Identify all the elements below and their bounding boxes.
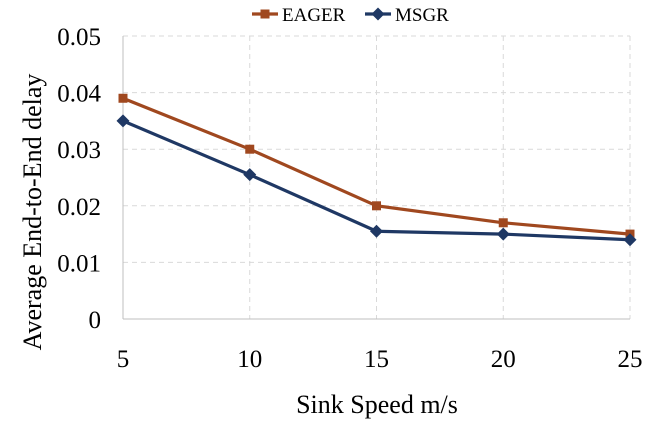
legend: EAGER MSGR (252, 5, 449, 26)
x-tick-label: 5 (117, 346, 130, 373)
y-tick-label: 0.04 (57, 81, 101, 108)
legend-marker (260, 9, 270, 19)
msgr-data-point (243, 168, 257, 182)
msgr-data-point (496, 227, 510, 241)
grid-lines (123, 35, 631, 319)
y-tick-labels: 0 0.01 0.02 0.03 0.04 0.05 (57, 24, 101, 334)
y-tick-label: 0.03 (57, 137, 101, 164)
x-tick-label: 10 (237, 346, 262, 373)
eager-data-point (118, 93, 128, 103)
eager-data-point (498, 218, 508, 228)
series-msgr (116, 114, 637, 247)
y-tick-label: 0.02 (57, 194, 101, 221)
x-axis-title: Sink Speed m/s (296, 390, 458, 419)
x-tick-labels: 5 10 15 20 25 (117, 346, 643, 373)
eager-data-point (372, 201, 381, 211)
legend-label: EAGER (282, 5, 346, 26)
msgr-data-point (623, 233, 637, 247)
eager-data-point (245, 144, 255, 154)
legend-item-eager: EAGER (252, 5, 346, 26)
msgr-data-point (370, 224, 383, 238)
x-tick-label: 25 (618, 346, 643, 373)
y-tick-label: 0 (89, 307, 102, 334)
legend-label: MSGR (395, 5, 449, 26)
legend-item-msgr: MSGR (365, 5, 449, 26)
msgr-data-point (116, 114, 130, 128)
series-group (116, 93, 637, 247)
legend-marker (371, 7, 385, 21)
y-tick-label: 0.05 (57, 24, 101, 51)
x-tick-label: 15 (364, 346, 389, 373)
x-tick-label: 20 (491, 346, 516, 373)
axes (122, 36, 630, 320)
y-axis-title: Average End-to-End delay (18, 74, 47, 351)
y-tick-label: 0.01 (57, 250, 101, 277)
